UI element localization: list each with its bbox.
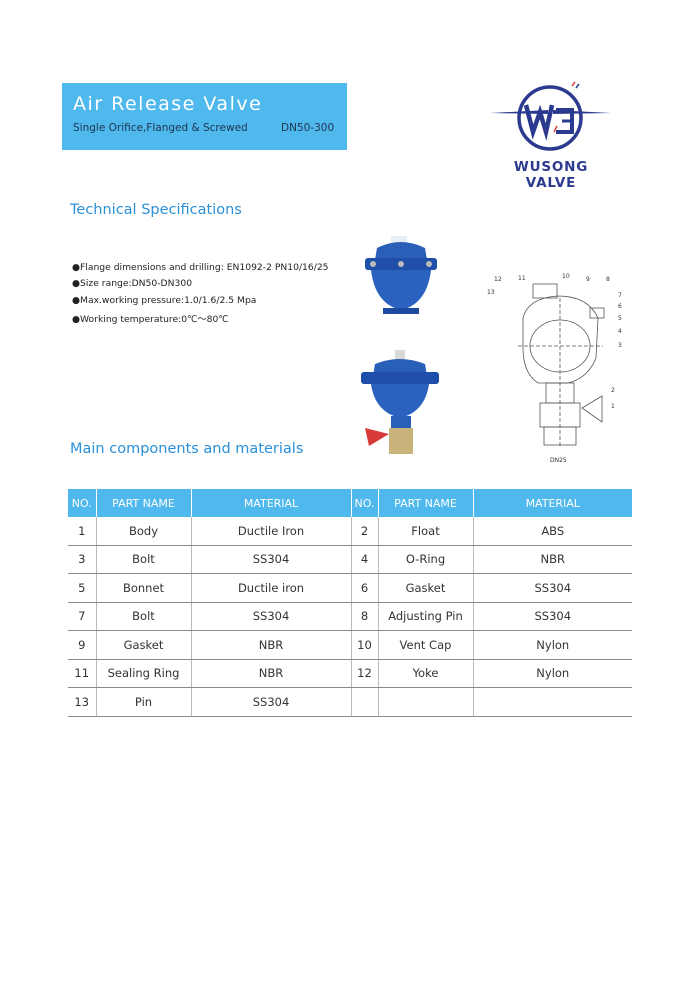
column-header: NO. — [351, 489, 379, 517]
wusong-logo-icon — [490, 81, 611, 151]
table-cell: 8 — [351, 602, 379, 631]
product-size-range: DN50-300 — [281, 122, 335, 134]
table-cell: 12 — [351, 659, 379, 688]
table-cell: Sealing Ring — [96, 659, 192, 688]
table-cell: Vent Cap — [378, 630, 474, 660]
table-cell: 1 — [68, 517, 97, 546]
table-cell — [351, 687, 379, 717]
table-cell: Nylon — [473, 630, 632, 660]
table-cell: Yoke — [378, 659, 474, 688]
column-header: PART NAME — [96, 489, 192, 517]
spec-bullet: ●Max.working pressure:1.0/1.6/2.5 Mpa — [72, 295, 257, 306]
table-cell: Nylon — [473, 659, 632, 688]
table-row: 3 Bolt SS304 4 O-Ring NBR — [68, 545, 632, 574]
table-cell: 3 — [68, 545, 97, 574]
table-cell: 6 — [351, 573, 379, 603]
diagram-label: 8 — [606, 276, 610, 283]
table-cell: 5 — [68, 573, 97, 603]
table-cell: 2 — [351, 517, 379, 546]
table-cell: SS304 — [473, 602, 632, 631]
product-subtitle: Single Orifice,Flanged & Screwed — [73, 122, 248, 134]
diagram-label: 1 — [611, 403, 615, 410]
table-cell: SS304 — [191, 687, 352, 717]
title-banner: Air Release Valve Single Orifice,Flanged… — [62, 83, 347, 150]
diagram-label: 7 — [618, 292, 622, 299]
table-row: 7 Bolt SS304 8 Adjusting Pin SS304 — [68, 602, 632, 631]
diagram-label: 12 — [494, 276, 502, 283]
spec-bullet: ●Flange dimensions and drilling: EN1092-… — [72, 262, 329, 273]
table-cell: Ductile Iron — [191, 517, 352, 546]
table-row: 13 Pin SS304 — [68, 687, 632, 717]
table-cell: ABS — [473, 517, 632, 546]
flanged-valve-photo — [365, 236, 437, 314]
diagram-label: 6 — [618, 303, 622, 310]
table-cell: NBR — [191, 659, 352, 688]
tech-spec-heading: Technical Specifications — [70, 202, 242, 218]
table-cell — [473, 687, 632, 717]
table-row: 11 Sealing Ring NBR 12 Yoke Nylon — [68, 659, 632, 688]
table-row: 5 Bonnet Ductile iron 6 Gasket SS304 — [68, 573, 632, 603]
table-cell: Gasket — [96, 630, 192, 660]
diagram-label: 2 — [611, 387, 615, 394]
table-cell: Pin — [96, 687, 192, 717]
diagram-label: 3 — [618, 342, 622, 349]
table-cell: Float — [378, 517, 474, 546]
spec-bullet: ●Working temperature:0℃～80℃ — [72, 314, 229, 325]
brand-name: WUSONG VALVE — [513, 159, 589, 191]
column-header: PART NAME — [378, 489, 474, 517]
diagram-label: 13 — [487, 289, 495, 296]
table-cell: O-Ring — [378, 545, 474, 574]
components-heading: Main components and materials — [70, 441, 304, 457]
table-row: 9 Gasket NBR 10 Vent Cap Nylon — [68, 630, 632, 660]
table-cell: 4 — [351, 545, 379, 574]
column-header: NO. — [68, 489, 97, 517]
table-cell: 9 — [68, 630, 97, 660]
table-header-row: NO. PART NAME MATERIAL NO. PART NAME MATERIAL — [68, 489, 632, 517]
table-cell: 7 — [68, 602, 97, 631]
spec-bullet: ●Size range:DN50-DN300 — [72, 278, 193, 289]
table-cell: SS304 — [191, 545, 352, 574]
valve-cross-section-diagram: 1 2 3 4 5 6 7 8 9 10 11 12 13 DN25 — [487, 273, 622, 464]
table-cell: Body — [96, 517, 192, 546]
table-cell: Bolt — [96, 602, 192, 631]
diagram-caption: DN25 — [550, 457, 567, 464]
diagram-label: 4 — [618, 328, 622, 335]
table-cell: Gasket — [378, 573, 474, 603]
table-cell: NBR — [191, 630, 352, 660]
product-title: Air Release Valve — [73, 93, 263, 115]
table-cell: 13 — [68, 687, 97, 717]
table-cell: Bonnet — [96, 573, 192, 603]
diagram-label: 10 — [562, 273, 570, 280]
table-cell — [378, 687, 474, 717]
diagram-label: 9 — [586, 276, 590, 283]
table-cell: Bolt — [96, 545, 192, 574]
components-table: NO. PART NAME MATERIAL NO. PART NAME MATERIAL… — [68, 489, 632, 717]
table-cell: SS304 — [191, 602, 352, 631]
screwed-valve-photo — [361, 350, 439, 454]
diagram-label: 5 — [618, 315, 622, 322]
table-cell: NBR — [473, 545, 632, 574]
table-cell: Ductile iron — [191, 573, 352, 603]
table-cell: SS304 — [473, 573, 632, 603]
diagram-label: 11 — [518, 275, 526, 282]
table-row: 1 Body Ductile Iron 2 Float ABS — [68, 517, 632, 546]
column-header: MATERIAL — [473, 489, 632, 517]
table-cell: 11 — [68, 659, 97, 688]
table-cell: 10 — [351, 630, 379, 660]
column-header: MATERIAL — [191, 489, 352, 517]
table-cell: Adjusting Pin — [378, 602, 474, 631]
